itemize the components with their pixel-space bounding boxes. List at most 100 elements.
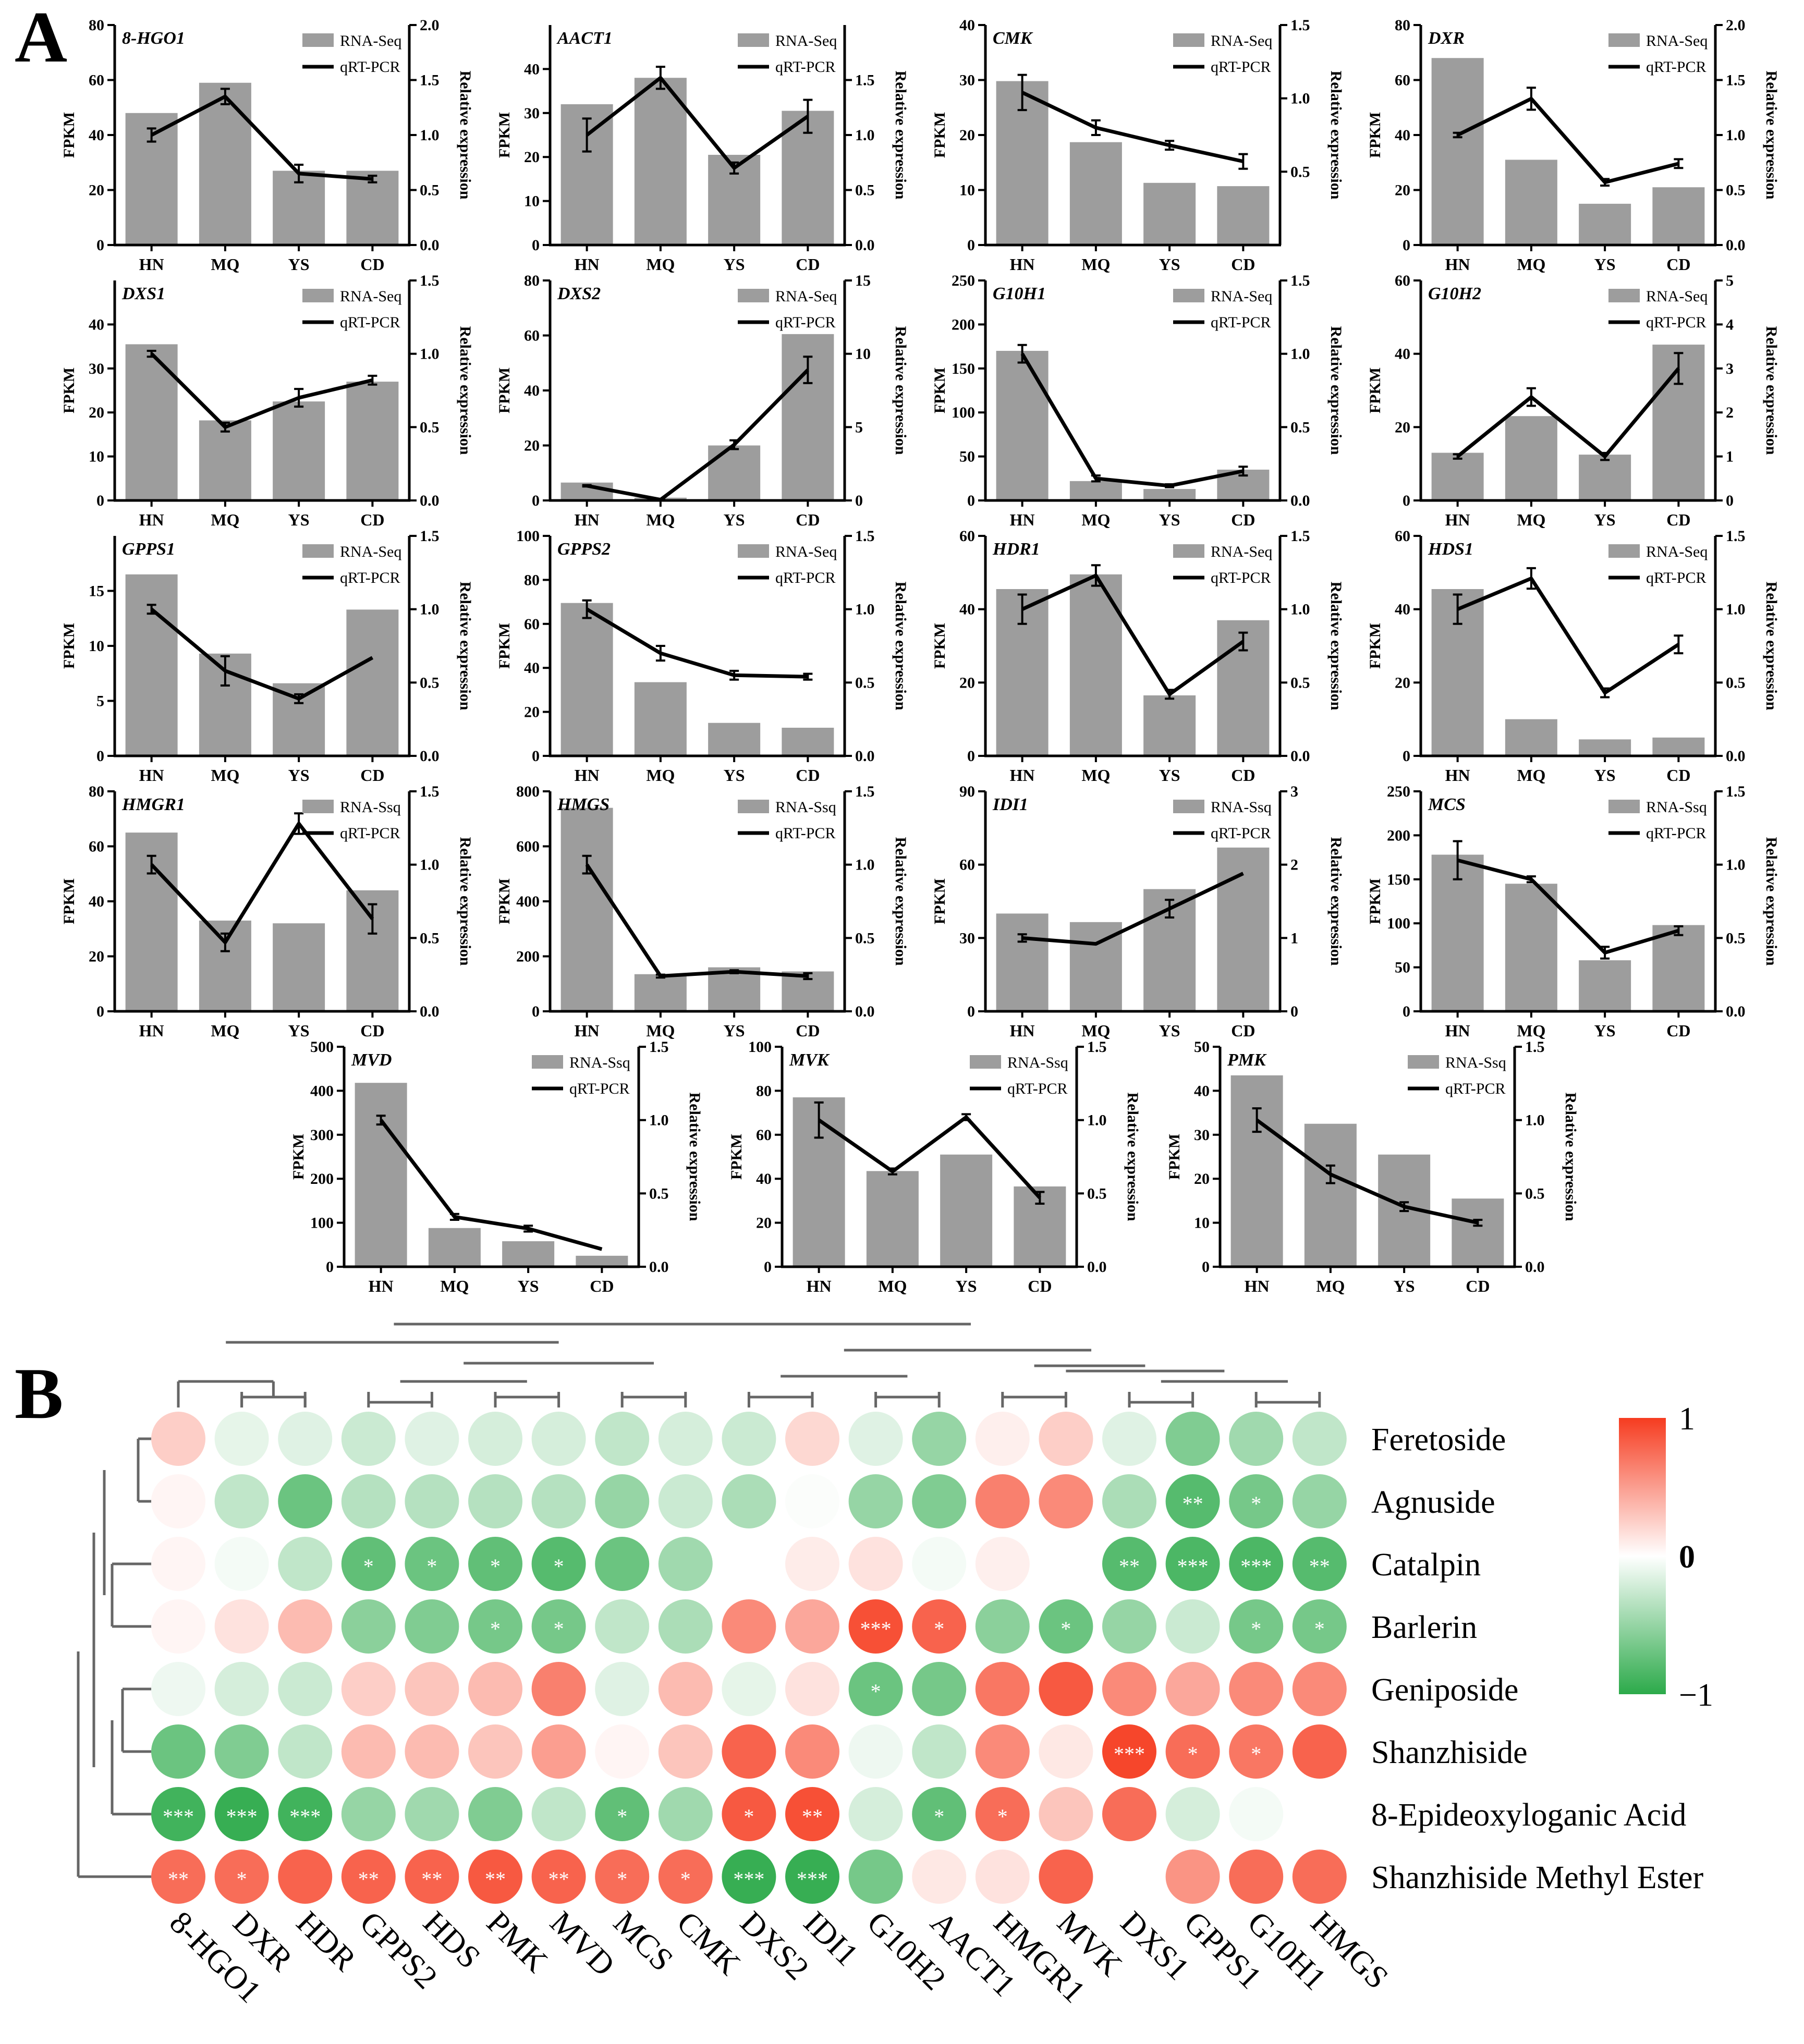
- heatmap-cell: [1292, 1724, 1347, 1779]
- heatmap-cell: [1229, 1850, 1284, 1904]
- x-tick-label: YS: [724, 255, 745, 274]
- y-tick-label: 40: [1395, 127, 1410, 144]
- legend-bar-swatch: [532, 1055, 563, 1069]
- significance-mark: *: [1251, 1492, 1261, 1515]
- y-tick-label: 20: [1395, 419, 1410, 436]
- heatmap-row-0: Feretoside: [151, 1412, 1506, 1466]
- legend-line-label: qRT-PCR: [1646, 569, 1706, 586]
- heatmap-cell: [278, 1474, 333, 1528]
- gene-title: HDR1: [992, 540, 1040, 559]
- y-axis-title: FPKM: [931, 112, 948, 158]
- significance-mark: *: [363, 1555, 374, 1578]
- row-label: Agnuside: [1371, 1485, 1495, 1520]
- gene-title: DXS1: [121, 284, 165, 303]
- heatmap-cell: [405, 1474, 459, 1528]
- heatmap-cell: [1102, 1599, 1156, 1654]
- y-tick-label: 50: [1194, 1038, 1210, 1056]
- y-tick-label: 200: [952, 316, 975, 333]
- heatmap-cell: [722, 1662, 776, 1716]
- significance-mark: ***: [860, 1617, 892, 1641]
- x-tick-label: YS: [724, 1021, 745, 1040]
- significance-mark: **: [548, 1867, 569, 1891]
- qrt-pcr-line: [150, 822, 374, 945]
- x-tick-label: YS: [1394, 1277, 1415, 1295]
- x-tick-label: HN: [139, 255, 164, 274]
- x-tick-label: HN: [369, 1277, 394, 1295]
- heatmap-cell: [468, 1724, 522, 1779]
- y-axis-title: FPKM: [1367, 623, 1384, 669]
- y-axis-title: FPKM: [931, 368, 948, 413]
- heatmap-cell: [1229, 1787, 1284, 1841]
- gene-title: G10H1: [993, 284, 1046, 303]
- y-tick-label: 15: [89, 583, 104, 600]
- heatmap-cell: [214, 1412, 269, 1466]
- y2-tick-label: 1.5: [855, 528, 875, 545]
- heatmap-cell: [1102, 1850, 1156, 1904]
- y-tick-label: 300: [310, 1127, 334, 1144]
- heatmap-cell: [975, 1537, 1030, 1591]
- x-tick-label: YS: [1594, 255, 1616, 274]
- heatmap-cell: [405, 1850, 459, 1904]
- y-tick-label: 80: [524, 571, 540, 589]
- x-tick-label: CD: [360, 766, 384, 785]
- qrt-pcr-line: [1022, 872, 1244, 946]
- y-tick-label: 40: [959, 17, 975, 34]
- y2-tick-label: 0: [855, 492, 863, 509]
- bar-ys: [940, 1154, 993, 1267]
- heatmap-cell: [912, 1850, 967, 1904]
- heatmap-cell: [658, 1537, 713, 1591]
- legend-line-label: qRT-PCR: [1211, 825, 1271, 842]
- x-tick-label: CD: [1231, 1021, 1255, 1040]
- x-tick-label: YS: [1594, 766, 1616, 785]
- heatmap-cell: [531, 1850, 586, 1904]
- legend-bar-label: RNA-Seq: [340, 32, 401, 50]
- heatmap-cell: [658, 1412, 713, 1466]
- x-tick-label: MQ: [1517, 1021, 1545, 1040]
- y2-axis-title: Relative expression: [457, 71, 474, 200]
- legend-bar-swatch: [1608, 33, 1640, 47]
- heatmap-cell: [405, 1412, 459, 1466]
- y2-tick-label: 0.5: [855, 182, 875, 199]
- y-tick-label: 20: [959, 127, 975, 144]
- y-tick-label: 10: [959, 182, 975, 199]
- y-axis-title: FPKM: [1367, 112, 1384, 158]
- heatmap-cell: [1039, 1787, 1093, 1841]
- heatmap-cell: [1292, 1850, 1347, 1904]
- bar-ys: [1143, 182, 1196, 245]
- x-tick-label: YS: [288, 255, 310, 274]
- y-tick-label: 5: [96, 693, 104, 710]
- y-tick-label: 0: [96, 237, 104, 254]
- column-dendrogram: [177, 1323, 1321, 1407]
- y-tick-label: 800: [516, 783, 540, 800]
- y-tick-label: 150: [1387, 871, 1410, 888]
- x-tick-label: HN: [1010, 255, 1035, 274]
- x-tick-label: MQ: [646, 255, 675, 274]
- y2-tick-label: 4: [1726, 316, 1734, 333]
- y2-tick-label: 0.5: [420, 419, 440, 436]
- legend-bar-swatch: [302, 544, 334, 558]
- significance-mark: **: [168, 1867, 189, 1891]
- x-tick-label: YS: [288, 766, 310, 785]
- y2-tick-label: 1.5: [855, 783, 875, 800]
- heatmap-cell: [1102, 1412, 1156, 1466]
- heatmap-cell: [341, 1412, 396, 1466]
- y-axis-title: FPKM: [1367, 368, 1384, 413]
- x-tick-label: YS: [1159, 766, 1180, 785]
- bar-ys: [1579, 960, 1631, 1011]
- x-tick-label: YS: [956, 1277, 977, 1295]
- y-tick-label: 0: [532, 492, 540, 509]
- legend-bar-label: RNA-Seq: [775, 543, 837, 560]
- x-tick-label: CD: [590, 1277, 614, 1295]
- heatmap-cell: [341, 1850, 396, 1904]
- y2-tick-label: 0.5: [420, 674, 440, 691]
- significance-mark: ***: [1177, 1555, 1209, 1578]
- row-label: Catalpin: [1371, 1547, 1481, 1583]
- bar-mq: [634, 682, 687, 756]
- legend-bar-label: RNA-Ssq: [775, 799, 836, 816]
- gene-title: MVK: [789, 1050, 830, 1070]
- heatmap-cell: [341, 1599, 396, 1654]
- bar-mq: [1069, 142, 1122, 245]
- x-tick-label: HN: [1445, 1021, 1470, 1040]
- heatmap-cell: [975, 1599, 1030, 1654]
